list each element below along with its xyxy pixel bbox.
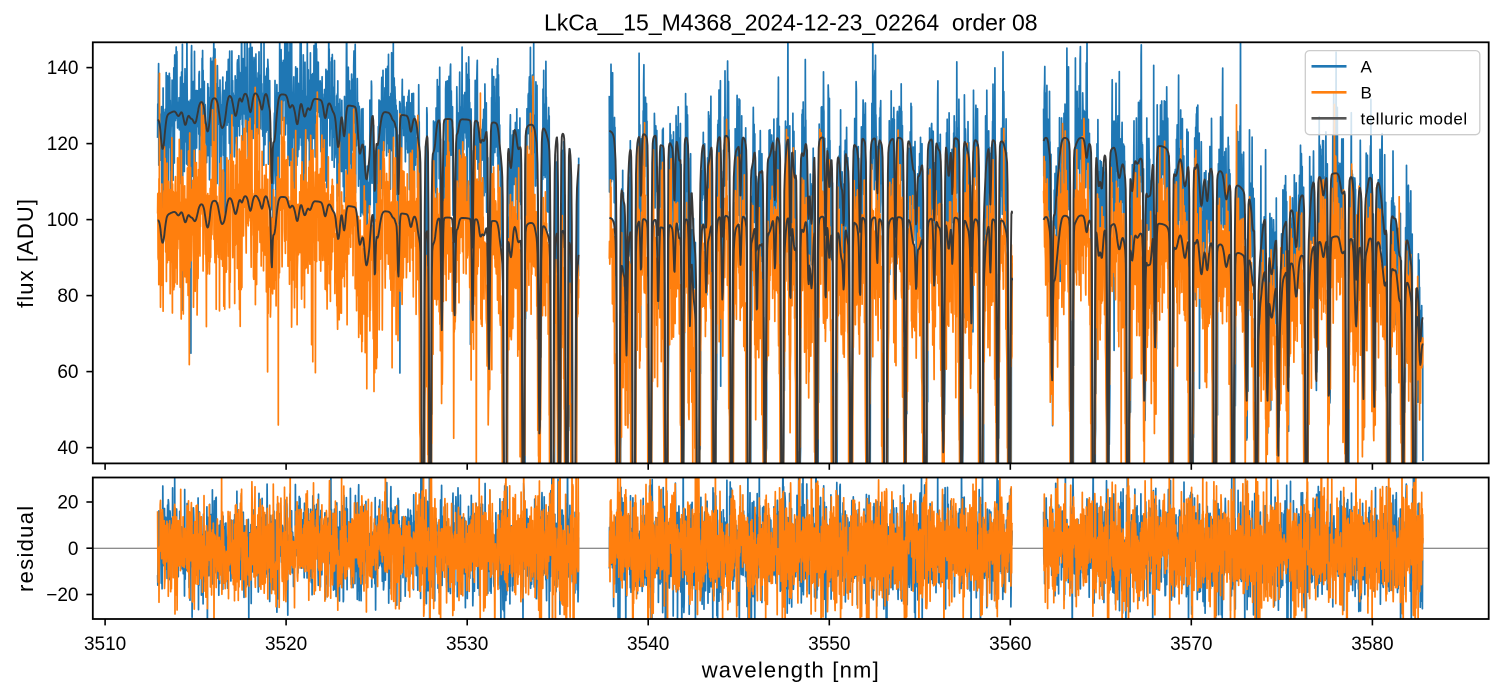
svg-text:20: 20: [57, 493, 78, 514]
svg-text:3560: 3560: [989, 634, 1031, 655]
svg-text:B: B: [1361, 83, 1373, 102]
svg-text:telluric model: telluric model: [1361, 109, 1468, 128]
svg-text:3540: 3540: [627, 634, 669, 655]
svg-text:3570: 3570: [1170, 634, 1212, 655]
svg-text:A: A: [1361, 57, 1373, 76]
svg-text:flux [ADU]: flux [ADU]: [13, 198, 38, 308]
svg-text:3550: 3550: [808, 634, 850, 655]
svg-text:−20: −20: [46, 585, 78, 606]
svg-text:60: 60: [57, 362, 78, 383]
svg-text:80: 80: [57, 286, 78, 307]
svg-text:3580: 3580: [1351, 634, 1393, 655]
svg-text:0: 0: [68, 539, 79, 560]
svg-text:residual: residual: [13, 505, 38, 592]
svg-text:140: 140: [47, 58, 79, 79]
svg-text:LkCa__15_M4368_2024-12-23_0226: LkCa__15_M4368_2024-12-23_02264 order 08: [544, 10, 1038, 36]
svg-text:3510: 3510: [84, 634, 126, 655]
svg-text:40: 40: [57, 438, 78, 459]
svg-text:3530: 3530: [446, 634, 488, 655]
svg-text:wavelength [nm]: wavelength [nm]: [701, 657, 880, 682]
svg-text:100: 100: [47, 210, 79, 231]
svg-text:3520: 3520: [265, 634, 307, 655]
svg-text:120: 120: [47, 134, 79, 155]
